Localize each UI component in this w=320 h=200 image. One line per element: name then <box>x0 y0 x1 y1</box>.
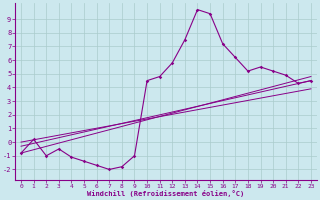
X-axis label: Windchill (Refroidissement éolien,°C): Windchill (Refroidissement éolien,°C) <box>87 190 244 197</box>
